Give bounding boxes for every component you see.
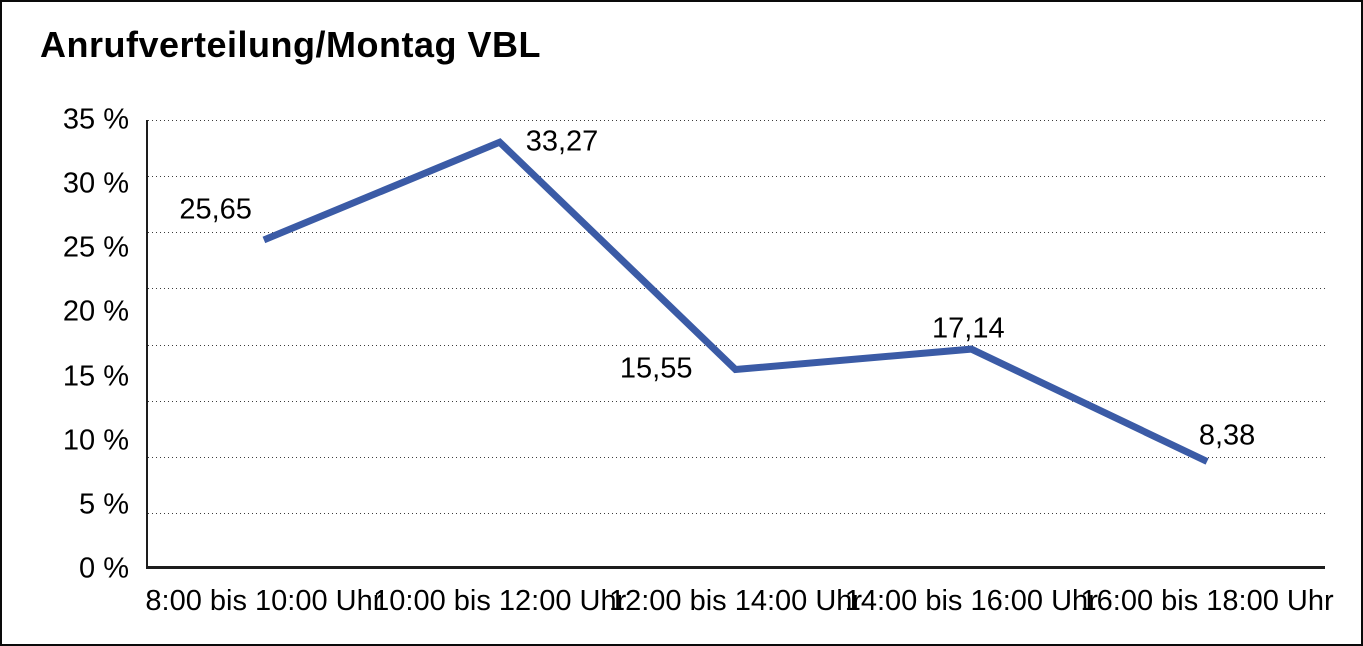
y-tick-label: 10 % xyxy=(62,424,129,457)
data-point-label: 15,55 xyxy=(619,352,693,385)
data-point-label: 17,14 xyxy=(932,312,1005,345)
plot-area xyxy=(146,120,1325,569)
chart-title: Anrufverteilung/Montag VBL xyxy=(40,24,541,65)
data-point-label: 25,65 xyxy=(179,193,252,226)
gridline xyxy=(148,512,1325,514)
y-tick-label: 15 % xyxy=(62,360,129,393)
x-tick-label: 10:00 bis 12:00 Uhr xyxy=(373,585,627,617)
data-point-label: 8,38 xyxy=(1198,419,1256,452)
y-tick-label: 20 % xyxy=(62,295,129,328)
x-tick-label: 12:00 bis 14:00 Uhr xyxy=(608,585,863,617)
y-tick-label: 25 % xyxy=(62,231,129,264)
x-tick-label: 14:00 bis 16:00 Uhr xyxy=(844,585,1098,617)
y-tick-label: 5 % xyxy=(79,488,129,521)
x-tick-label: 8:00 bis 10:00 Uhr xyxy=(145,585,383,617)
data-point-label: 33,27 xyxy=(525,125,599,158)
gridline xyxy=(148,176,1325,178)
gridline xyxy=(148,456,1325,458)
gridline xyxy=(148,344,1325,346)
x-tick-label: 16:00 bis 18:00 Uhr xyxy=(1080,585,1334,617)
y-tick-label: 35 % xyxy=(62,103,129,136)
y-tick-label: 0 % xyxy=(79,552,129,585)
gridline xyxy=(148,232,1325,234)
gridline xyxy=(148,400,1325,402)
gridline xyxy=(148,120,1325,121)
y-tick-label: 30 % xyxy=(62,167,129,200)
gridline xyxy=(148,288,1325,290)
